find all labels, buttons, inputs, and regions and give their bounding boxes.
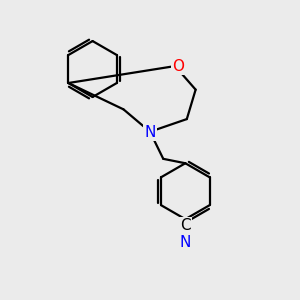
Text: O: O	[172, 58, 184, 74]
Text: C: C	[180, 218, 190, 233]
Text: N: N	[180, 235, 191, 250]
Text: N: N	[144, 125, 156, 140]
